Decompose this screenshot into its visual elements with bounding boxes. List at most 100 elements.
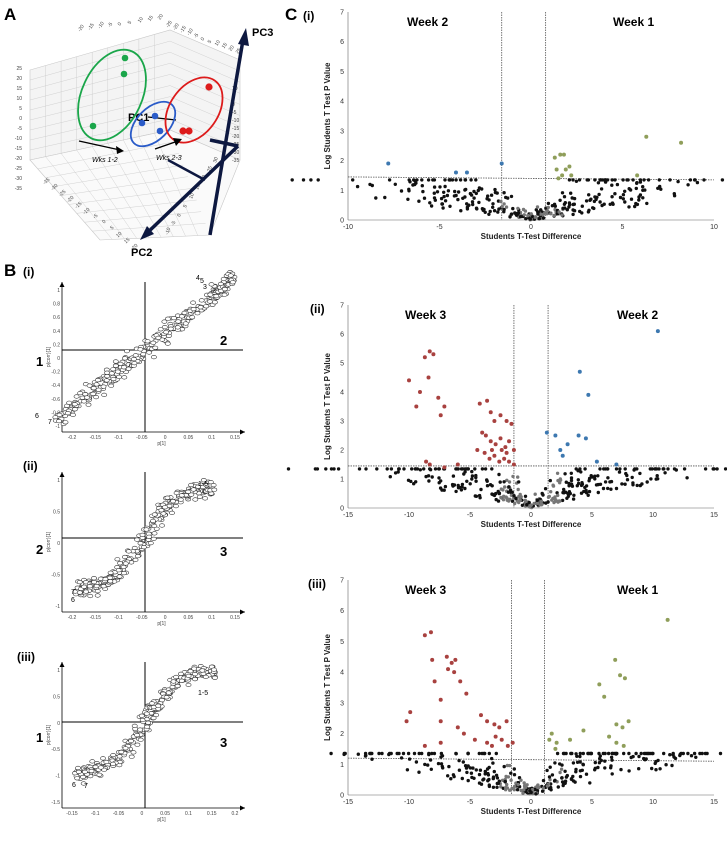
- volcano-point-ns: [468, 191, 473, 196]
- panel-label-b: B: [4, 261, 16, 280]
- volcano-xtick: 10: [649, 799, 657, 806]
- volcano-point-sig-left: [499, 448, 504, 452]
- volcano-point-ns: [463, 470, 467, 474]
- splot-point: [110, 761, 116, 767]
- volcano-point-ns: [653, 761, 657, 766]
- volcano-point-ns: [610, 183, 614, 187]
- pca-tick-label: 0: [176, 213, 183, 218]
- volcano-point-ns: [560, 498, 565, 503]
- splot-point: [177, 671, 184, 677]
- volcano-point-ns: [562, 751, 566, 756]
- splot-point: [150, 355, 157, 360]
- volcano-point-sig-left: [497, 725, 502, 730]
- volcano-point-ns: [406, 751, 411, 756]
- splot-point: [153, 712, 160, 718]
- volcano-point-ns: [426, 474, 431, 478]
- volcano-point-ns: [477, 186, 482, 190]
- volcano-point-ns: [621, 193, 626, 197]
- volcano-point-ns: [702, 178, 706, 182]
- splot-point: [112, 363, 119, 368]
- pca-grid: [61, 176, 188, 196]
- splot-ytick: -1: [56, 424, 61, 430]
- volcano-point-sig-left: [480, 430, 485, 435]
- volcano-point-sig-left: [404, 719, 409, 724]
- volcano-point-sig-right: [544, 430, 549, 435]
- volcano-point-sig-left: [492, 419, 497, 423]
- volcano-point-ns: [571, 212, 575, 217]
- volcano-point-ns: [642, 751, 647, 756]
- splot-ytick: -0.4: [51, 383, 60, 389]
- pc3-arrowhead: [238, 28, 249, 46]
- volcano-ytick: 0: [340, 793, 344, 800]
- volcano-point-ns: [589, 197, 593, 201]
- volcano-point-ns: [603, 766, 607, 770]
- volcano-point-ns: [433, 467, 438, 471]
- volcano-xtick: -15: [343, 512, 353, 519]
- splot-point: [190, 307, 197, 312]
- arrow-wks-2-3-head: [173, 138, 182, 146]
- splot-ytick: -0.6: [51, 397, 60, 403]
- splot-point: [110, 376, 117, 382]
- volcano-point-ns: [491, 761, 495, 765]
- volcano-point-ns: [689, 754, 694, 758]
- splot-point: [134, 537, 140, 542]
- volcano-point-ns: [522, 788, 526, 792]
- volcano-ytick: 5: [340, 69, 344, 76]
- volcano-point-ns: [659, 187, 663, 191]
- volcano-point-ns: [580, 481, 584, 485]
- volcano-point-ns: [715, 467, 719, 471]
- splot-point: [177, 497, 184, 502]
- pc2-arrowhead: [140, 226, 154, 240]
- volcano-ytick: 6: [340, 608, 344, 615]
- volcano-point-ns: [601, 486, 606, 491]
- splot-point: [71, 402, 78, 407]
- volcano-point-ns: [374, 196, 378, 200]
- splot-ytick: -0.5: [51, 747, 60, 753]
- volcano-point-ns: [584, 772, 589, 776]
- volcano-point-ns: [495, 785, 499, 789]
- volcano-point-ns: [632, 468, 636, 472]
- pca-tick-label: 0: [19, 116, 22, 122]
- volcano-point-ns: [608, 480, 612, 484]
- splot-point: [121, 375, 128, 380]
- volcano-point-sig-right: [597, 682, 602, 687]
- volcano-point-ns: [555, 491, 559, 495]
- volcano-ytick: 2: [340, 731, 344, 738]
- splot-point: [64, 411, 71, 416]
- splot-point: [198, 298, 205, 303]
- pca-grid: [92, 223, 206, 232]
- pc1-axis: [209, 138, 239, 148]
- pca-tick-label: 5: [19, 106, 22, 112]
- volcano-ytick: 5: [340, 639, 344, 646]
- volcano-point-sig-left: [492, 722, 497, 727]
- volcano-point-sig-right: [613, 657, 618, 662]
- volcano-point-ns: [598, 467, 602, 471]
- volcano-ytick: 6: [340, 332, 344, 339]
- volcano-point-ns: [576, 469, 580, 473]
- pca-tick-label: -20: [66, 195, 76, 204]
- pca-tick-label: -5: [18, 126, 23, 132]
- splot-point: [143, 527, 150, 532]
- volcano-point-ns: [598, 200, 602, 204]
- volcano-point-ns: [514, 496, 518, 501]
- pca-grid: [123, 139, 174, 237]
- splot-xtick: -0.1: [114, 435, 123, 441]
- volcano-point-ns: [329, 751, 333, 756]
- volcano-point-ns: [520, 503, 525, 507]
- volcano-point-ns: [638, 483, 642, 488]
- volcano-point-ns: [598, 754, 602, 758]
- volcano-point-ns: [619, 767, 623, 772]
- volcano-ytick: 1: [340, 477, 344, 484]
- splot-xlabel: p[1]: [157, 621, 166, 627]
- volcano-point-ns: [487, 751, 491, 756]
- volcano-point-ns: [476, 188, 480, 193]
- volcano-point-sig-right: [620, 725, 625, 730]
- volcano-point-ns: [492, 769, 496, 774]
- volcano-point-sig-right: [622, 676, 627, 681]
- volcano-point-ns: [509, 491, 514, 495]
- splot-point: [131, 361, 138, 366]
- pca-grid: [29, 107, 171, 141]
- volcano-point-ns: [541, 786, 545, 790]
- volcano-point-sig-left: [422, 633, 427, 638]
- splot-point: [116, 374, 122, 380]
